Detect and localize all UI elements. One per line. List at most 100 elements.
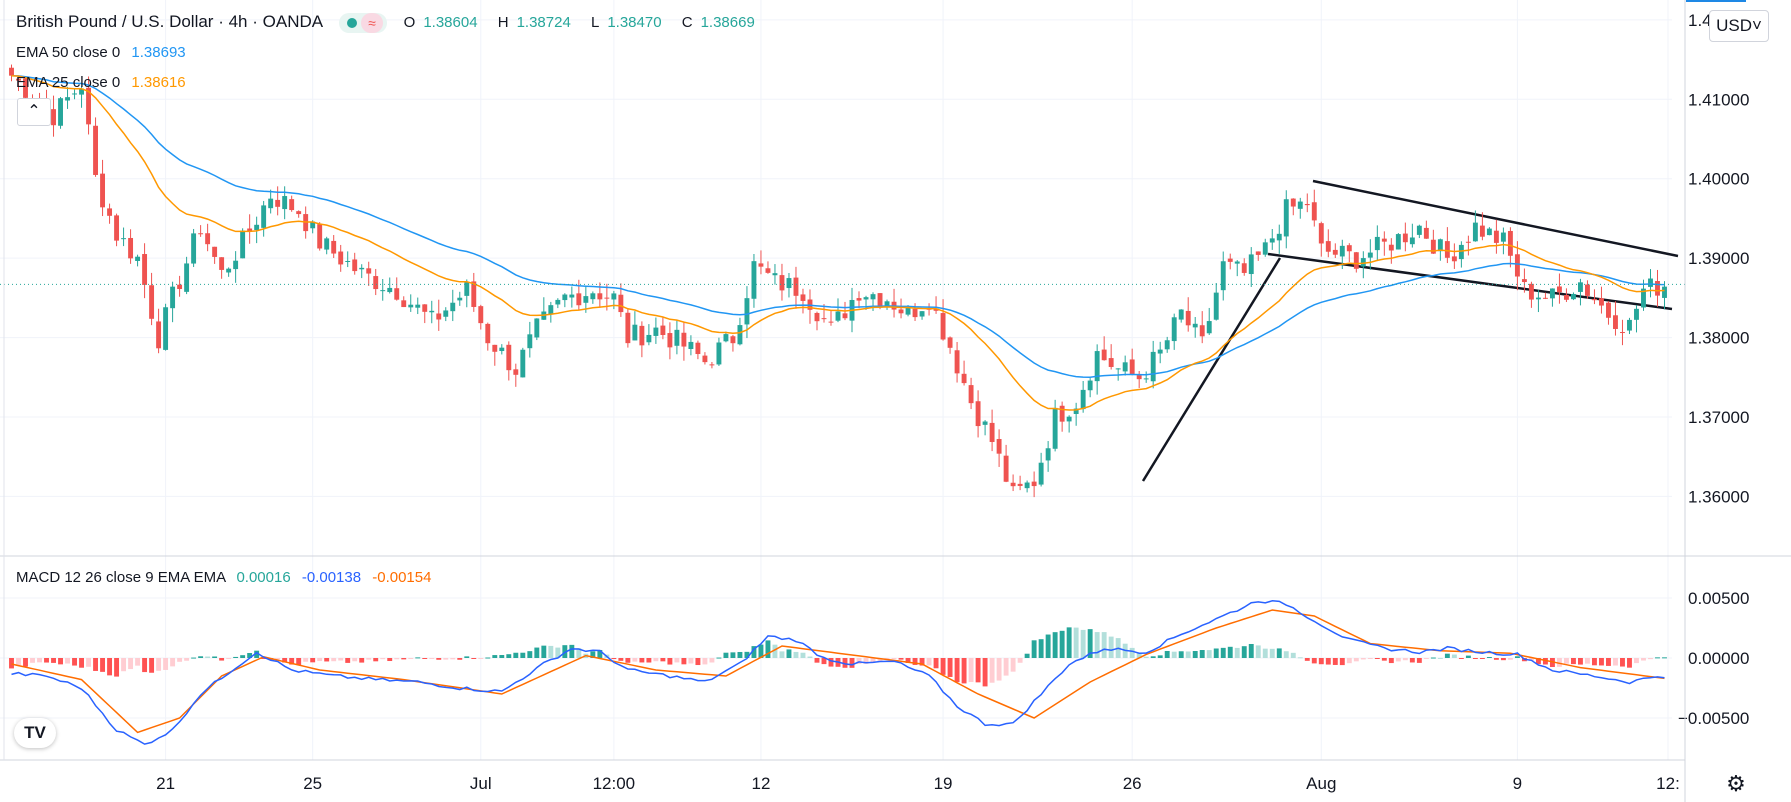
candle-body [1283,199,1289,237]
candle-body [1507,230,1513,256]
macd-histogram-bar [1269,648,1275,658]
candle-body [996,439,1002,454]
tradingview-logo[interactable]: TV [14,718,56,748]
time-tick-label: Jul [470,774,492,793]
macd-histogram-bar [128,658,134,670]
macd-histogram-bar [555,647,561,658]
macd-histogram-bar [842,658,848,668]
candle-body [604,297,610,299]
candle-body [1620,332,1625,334]
candle-body [716,342,722,365]
candle-body [1206,321,1212,334]
macd-histogram-bar [408,658,414,659]
ema50-legend[interactable]: EMA 50 close 0 1.38693 [16,44,186,61]
macd-histogram-bar [1108,636,1114,658]
macd-histogram-bar [765,640,771,658]
symbol-legend[interactable]: British Pound / U.S. Dollar · 4h · OANDA… [16,12,771,33]
macd-tick-label: −0.00500 [1678,709,1749,728]
macd-histogram-bar [709,658,715,663]
macd-histogram-bar [877,658,883,661]
macd-histogram-bar [240,655,246,658]
macd-histogram-bar [527,651,533,658]
gear-icon[interactable]: ⚙ [1726,771,1746,796]
candle-body [723,334,729,342]
macd-histogram-bar [387,658,393,662]
candle-body [1010,482,1016,487]
macd-histogram-bar [107,658,113,676]
macd-histogram-bar [1500,658,1506,661]
macd-histogram-bar [282,658,288,663]
macd-histogram-bar [135,658,141,666]
macd-histogram-bar [548,645,554,658]
ema50-value: 1.38693 [131,44,186,61]
candle-body [884,301,890,306]
candle-body [366,268,372,274]
macd-histogram-bar [394,658,400,660]
macd-histogram-bar [968,658,974,683]
macd-histogram-bar [163,658,169,670]
macd-histogram-bar [863,658,869,664]
macd-histogram-bar [1248,643,1254,658]
macd-histogram-bar [814,658,820,663]
candle-body [548,305,554,315]
broker: OANDA [262,12,323,31]
candle-body [1136,375,1142,380]
candle-body [1101,349,1107,361]
pole-trend-line[interactable] [1141,257,1282,482]
macd-histogram-bar [1381,658,1387,661]
macd-histogram-bar [457,658,463,660]
flag-lower-trend-line[interactable] [1267,252,1673,311]
macd-histogram-bar [1073,627,1079,658]
candle-body [744,298,750,325]
macd-histogram-bar [800,652,806,658]
candle-body [1227,258,1233,262]
macd-histogram-bar [1290,652,1296,658]
macd-histogram-bar [653,658,659,662]
price-tick-label: 1.40000 [1688,170,1749,189]
macd-histogram-bar [1423,658,1429,659]
candle-body [695,342,701,355]
candle-body [156,321,162,349]
candle-body [919,311,925,317]
currency-button[interactable]: USD˅ [1709,10,1769,42]
candle-body [317,224,323,249]
candle-body [212,246,218,257]
macd-histogram-bar [989,658,995,683]
candle-body [114,215,120,241]
candle-body [1444,241,1450,258]
macd-histogram-bar [275,658,281,660]
macd-legend[interactable]: MACD 12 26 close 9 EMA EMA 0.00016 -0.00… [16,569,431,586]
candle-body [142,254,148,285]
macd-histogram-bar [485,657,491,659]
candle-body [933,308,939,311]
macd-histogram-bar [1311,658,1317,664]
candle-body [562,294,568,301]
candle-body [751,261,757,299]
price-plot [0,0,1746,498]
candle-body [1479,225,1485,237]
macd-histogram-bar [1101,632,1107,658]
time-tick-label: Aug [1306,774,1336,793]
candle-body [1255,251,1261,255]
macd-histogram-bar [331,658,337,662]
ema25-legend[interactable]: EMA 25 close 0 1.38616 [16,74,186,91]
candle-body [471,281,477,307]
macd-histogram-bar [1620,658,1625,667]
macd-histogram-bar [226,658,232,660]
macd-histogram-bar [450,658,456,660]
macd-histogram-bar [1136,653,1142,658]
flag-upper-trend-line[interactable] [1312,179,1679,258]
macd-histogram-bar [982,658,988,687]
candle-body [373,276,379,290]
macd-histogram-bar [1157,655,1163,658]
status-pill[interactable]: ≈ [338,12,387,33]
candle-body [86,87,91,125]
candle-body [9,67,14,76]
macd-histogram-bar [44,658,49,663]
chevron-up-icon[interactable]: ⌃ [17,98,51,126]
candle-body [758,263,764,267]
macd-histogram-bar [1199,650,1205,658]
macd-tick-label: 0.00000 [1688,649,1749,668]
macd-histogram-bar [947,658,953,677]
